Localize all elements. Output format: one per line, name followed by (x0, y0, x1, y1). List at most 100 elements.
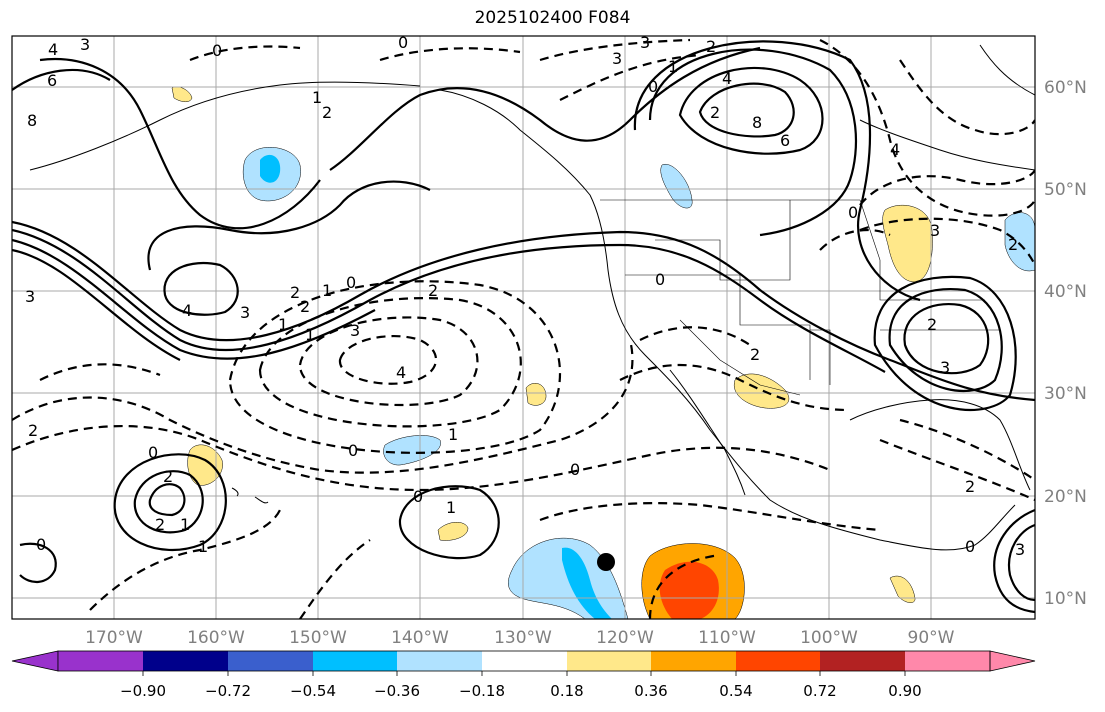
contour-label: 3 (240, 303, 250, 322)
colorbar-tick-label: −0.18 (459, 682, 505, 700)
contour-label: 0 (36, 535, 46, 554)
longitude-labels: 170°W 160°W 150°W 140°W 130°W 120°W 110°… (85, 628, 955, 648)
map-title: 2025102400 F084 (474, 8, 631, 28)
contour-label: 1 (180, 515, 190, 534)
contour-label: 8 (27, 111, 37, 130)
lat-label: 60°N (1044, 78, 1087, 98)
lat-label: 30°N (1044, 384, 1087, 404)
coastlines (29, 44, 1035, 551)
contour-label: 2 (290, 283, 300, 302)
contour-label: 6 (47, 71, 57, 90)
map-frame (11, 35, 1036, 620)
contour-label: 2 (706, 37, 716, 56)
colorbar: −0.90 −0.72 −0.54 −0.36 −0.18 0.18 0.36 … (11, 650, 1036, 700)
lon-label: 90°W (908, 628, 955, 648)
contour-label: 0 (655, 270, 665, 289)
lon-label: 160°W (187, 628, 245, 648)
contour-label: 0 (348, 441, 358, 460)
colorbar-segment (820, 651, 905, 671)
positive-patch-baja-island (525, 383, 547, 406)
contour-label: 1 (322, 281, 332, 300)
dashed-contours (12, 38, 1035, 619)
colorbar-tick-label: −0.90 (120, 682, 166, 700)
contour-label: 8 (752, 113, 762, 132)
colorbar-tick-label: −0.36 (374, 682, 420, 700)
contour-label: 3 (80, 35, 90, 54)
negative-patch-gulf-alaska-core (260, 154, 281, 183)
contour-label: 2 (428, 281, 438, 300)
contour-label: 2 (163, 467, 173, 486)
location-marker (597, 553, 615, 571)
lon-label: 130°W (494, 628, 552, 648)
contour-label: 3 (940, 358, 950, 377)
contour-label: 4 (182, 301, 192, 320)
lon-label: 170°W (85, 628, 143, 648)
contour-label: 2 (965, 477, 975, 496)
colorbar-segment (736, 651, 820, 671)
contour-label: 2 (927, 315, 937, 334)
contour-label: 4 (890, 140, 900, 159)
contour-label: 2 (750, 345, 760, 364)
contour-label: 0 (648, 77, 658, 96)
colorbar-tick-label: −0.72 (205, 682, 251, 700)
contour-label: 2 (155, 515, 165, 534)
solid-contours (12, 40, 1035, 614)
lon-label: 110°W (698, 628, 756, 648)
colorbar-segment (228, 651, 313, 671)
lat-label: 40°N (1044, 282, 1087, 302)
contour-label: 3 (612, 49, 622, 68)
colorbar-segment (397, 651, 482, 671)
lon-label: 150°W (289, 628, 347, 648)
contour-label: 1 (446, 498, 456, 517)
colorbar-segment (482, 651, 567, 671)
contour-label: 2 (300, 297, 310, 316)
lon-label: 100°W (800, 628, 858, 648)
contour-label: 2 (28, 421, 38, 440)
contour-label: 4 (48, 40, 58, 59)
contour-label: 3 (930, 221, 940, 240)
contour-label: 0 (848, 203, 858, 222)
contour-label: 3 (1015, 540, 1025, 559)
contour-label: 4 (722, 69, 732, 88)
colorbar-tick-label: 0.90 (888, 682, 921, 700)
colorbar-extend-high (989, 650, 1036, 672)
positive-patch-sw-mexico-core (659, 561, 719, 619)
colorbar-tick-label: −0.54 (290, 682, 336, 700)
contour-label: 0 (965, 537, 975, 556)
colorbar-tick-label: 0.18 (550, 682, 583, 700)
colorbar-segment (651, 651, 736, 671)
contour-label: 1 (312, 88, 322, 107)
colorbar-ticks (142, 671, 906, 676)
contour-label: 0 (570, 460, 580, 479)
contour-label: 2 (322, 103, 332, 122)
negative-patch-pacific-nw (660, 164, 693, 209)
contour-label: 1 (668, 57, 678, 76)
contour-label: 3 (350, 321, 360, 340)
contour-label: 0 (413, 487, 423, 506)
colorbar-tick-label: 0.36 (634, 682, 667, 700)
contour-labels: 4 3 6 8 0 1 2 2 1 0 4 3 2 1 0 2 4 6 8 0 … (25, 33, 1025, 559)
colorbar-segment (905, 651, 990, 671)
colorbar-segment (58, 651, 143, 671)
contour-label: 0 (148, 443, 158, 462)
negative-patch-east-pacific-core (562, 547, 612, 619)
contour-label: 3 (640, 33, 650, 52)
contour-label: 2 (710, 103, 720, 122)
contour-label: 3 (25, 287, 35, 306)
positive-patch-texas (733, 373, 790, 409)
colorbar-segment (567, 651, 651, 671)
colorbar-outline (57, 650, 991, 672)
contour-label: 1 (278, 315, 288, 334)
lat-label: 10°N (1044, 589, 1087, 609)
lat-label: 50°N (1044, 180, 1087, 200)
lon-label: 140°W (391, 628, 449, 648)
political-borders (600, 199, 1000, 396)
contour-label: 1 (448, 425, 458, 444)
contour-label: 1 (305, 325, 315, 344)
latitude-labels: 60°N 50°N 40°N 30°N 20°N 10°N (1044, 78, 1087, 609)
contour-label: 2 (1008, 235, 1018, 254)
colorbar-extend-low (11, 650, 59, 672)
lat-label: 20°N (1044, 487, 1087, 507)
contour-label: 0 (212, 41, 222, 60)
